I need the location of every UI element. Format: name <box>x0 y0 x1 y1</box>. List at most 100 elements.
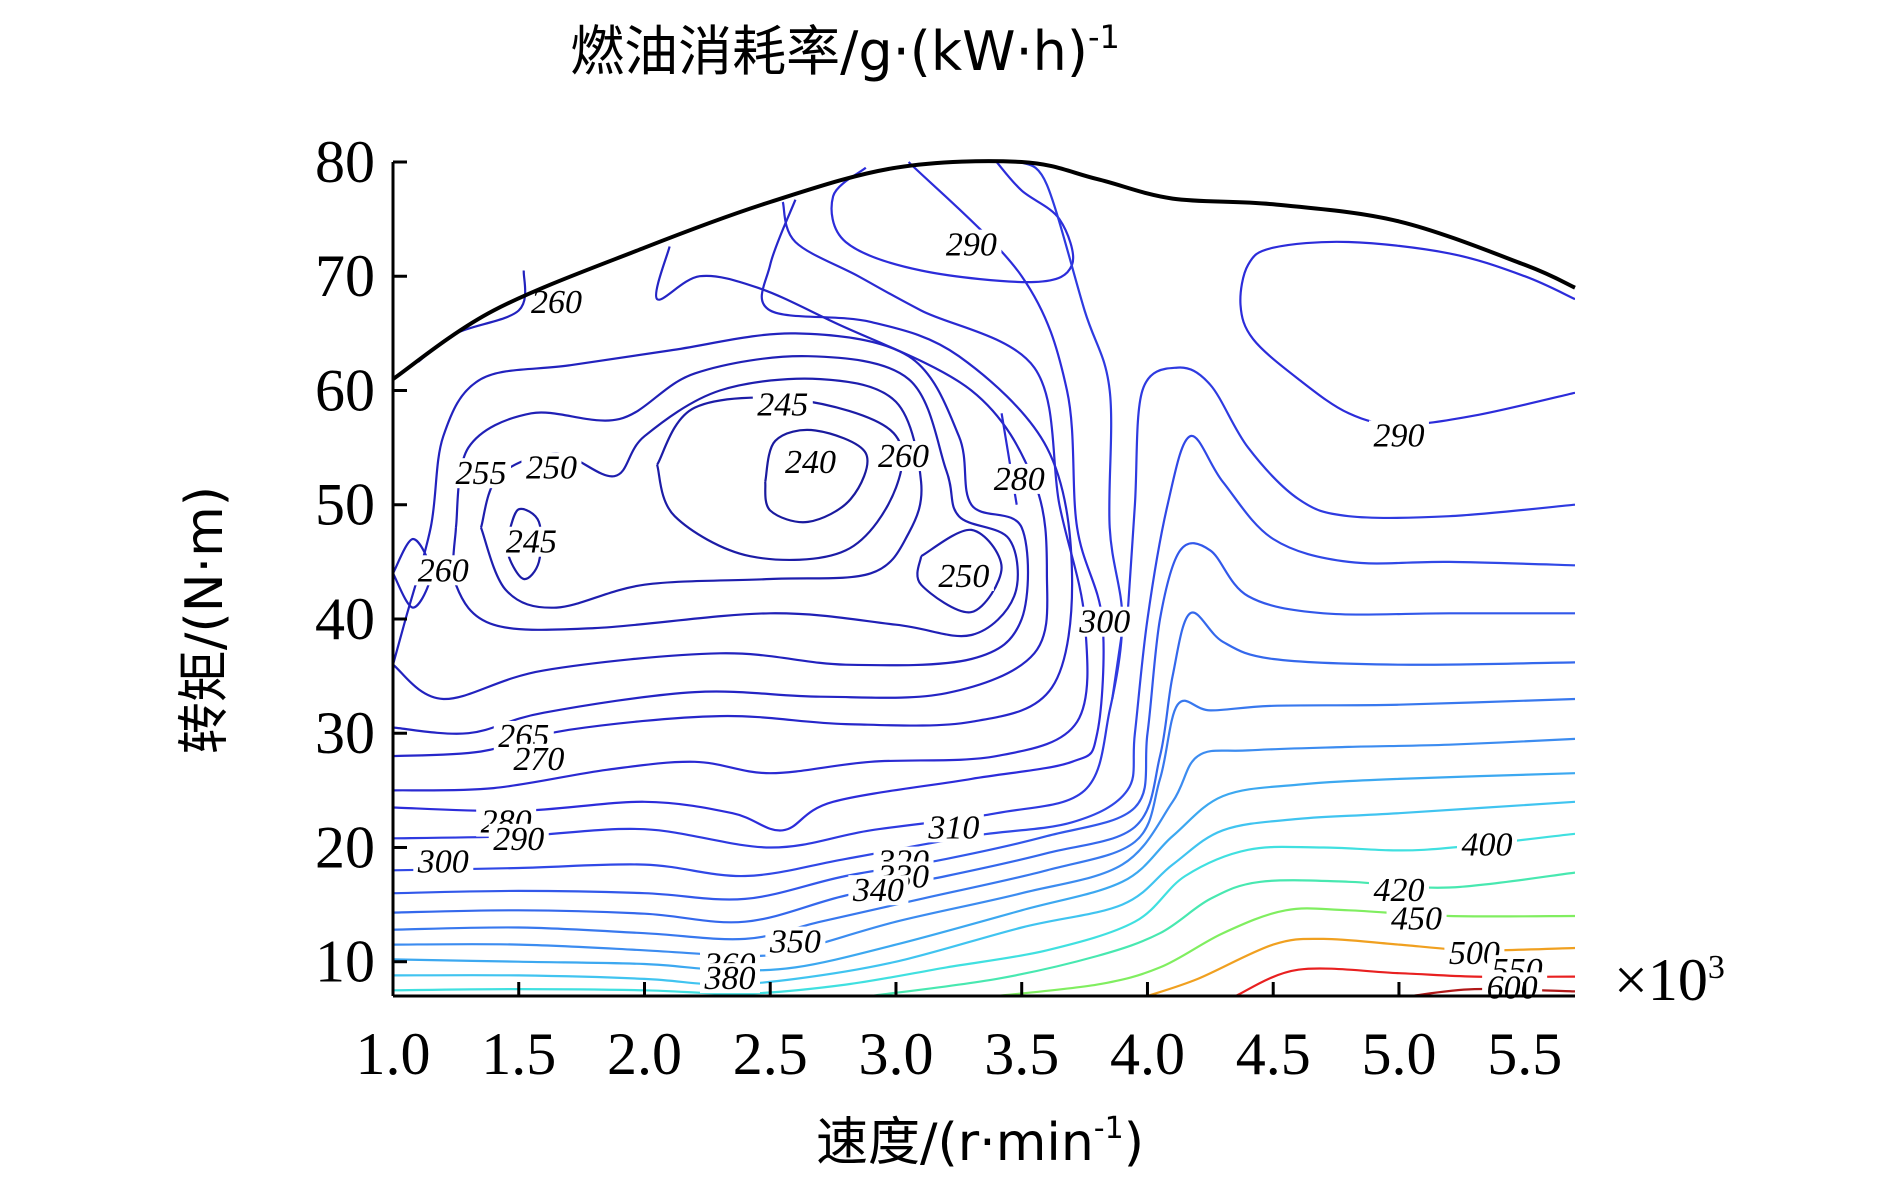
y-tick-label: 50 <box>315 472 375 538</box>
contour-line-340 <box>393 697 1575 941</box>
contour-lines <box>393 161 1575 996</box>
contour-line-290 <box>393 161 1105 832</box>
contour-line-300 <box>1126 366 1575 620</box>
contour-label-bg <box>1074 606 1135 637</box>
contour-label-bg <box>780 446 841 477</box>
contour-label-250: 250 <box>526 449 577 486</box>
contour-label-300: 300 <box>1078 604 1130 641</box>
contour-label-310: 310 <box>927 809 979 846</box>
contour-label-300: 300 <box>417 844 469 881</box>
x-tick-label: 4.5 <box>1236 1021 1311 1087</box>
y-tick-label: 20 <box>315 814 375 880</box>
max-torque-line <box>391 159 1576 381</box>
contour-line-240 <box>764 428 869 524</box>
x-tick-label: 4.0 <box>1110 1021 1185 1087</box>
contour-label-bg <box>521 452 582 483</box>
contour-line-400 <box>393 832 1575 995</box>
contour-line-245 <box>656 396 904 562</box>
contour-label-bg <box>413 846 474 877</box>
y-axis-label: 转矩/(N·m) <box>175 486 235 754</box>
contour-label-350: 350 <box>769 924 821 961</box>
contour-line-260 <box>393 332 1030 701</box>
x-tick-label: 2.0 <box>607 1021 682 1087</box>
x-axis-ticks: 1.0 1.5 2.0 2.5 3.0 3.5 4.0 4.5 5.0 5.5 <box>356 982 1562 1087</box>
axes <box>391 162 1575 998</box>
contour-label-400: 400 <box>1461 826 1512 863</box>
contour-line-255 <box>452 355 1019 638</box>
contour-label-bg <box>989 463 1050 494</box>
y-tick-label: 40 <box>315 586 375 652</box>
x-tick-label: 1.5 <box>481 1021 556 1087</box>
contour-line-300 <box>393 161 1124 849</box>
svg-text:转矩/(N·m): 转矩/(N·m) <box>175 486 235 754</box>
contour-label-600: 600 <box>1487 969 1538 1006</box>
contour-label-bg <box>1456 829 1517 860</box>
x-tick-label: 2.5 <box>733 1021 808 1087</box>
contour-label-245: 245 <box>757 387 808 424</box>
x-axis-label: 速度/(r·min-1) <box>816 1111 1144 1173</box>
contour-line-350 <box>393 737 1575 958</box>
contour-label-bg <box>933 561 994 591</box>
contour-label-bg <box>765 926 826 957</box>
x-tick-label: 5.0 <box>1361 1021 1436 1087</box>
contour-label-bg <box>873 441 934 472</box>
x-multiplier: ×103 <box>1614 947 1725 1013</box>
contour-line-290 <box>1239 240 1575 426</box>
contour-line-265 <box>393 246 1049 735</box>
contour-label-380: 380 <box>703 960 755 997</box>
max-torque-curve <box>391 159 1576 381</box>
y-axis-ticks: 10 20 30 40 50 60 70 80 <box>315 129 407 995</box>
x-tick-label: 1.0 <box>356 1021 431 1087</box>
contour-line-600 <box>1411 987 1575 996</box>
contour-label-340: 340 <box>852 872 904 909</box>
y-tick-label: 60 <box>315 357 375 423</box>
contour-line-290 <box>830 161 1075 284</box>
contour-line-250 <box>916 528 1003 614</box>
contour-label-450: 450 <box>1391 901 1442 938</box>
contour-line-280 <box>393 201 1089 792</box>
contour-label-290: 290 <box>946 227 997 264</box>
y-tick-label: 80 <box>315 129 375 195</box>
contour-label-270: 270 <box>513 741 564 778</box>
y-tick-label: 30 <box>315 700 375 766</box>
contour-line-360 <box>393 772 1575 972</box>
contour-line-320 <box>393 542 1575 901</box>
contour-label-bg <box>848 875 909 906</box>
contour-label-290: 290 <box>493 821 544 858</box>
contour-label-bg <box>941 229 1002 260</box>
contour-label-bg <box>752 389 813 420</box>
contour-label-290: 290 <box>1373 417 1424 454</box>
contour-line-330 <box>393 611 1575 924</box>
contour-label-bg <box>488 823 549 854</box>
contour-label-bg <box>508 743 569 774</box>
contour-label-bg <box>451 458 512 489</box>
contour-label-245: 245 <box>506 524 557 561</box>
contour-line-420 <box>870 871 1575 996</box>
contour-label-bg <box>1386 903 1447 934</box>
contour-label-255: 255 <box>456 455 507 492</box>
x-tick-label: 3.5 <box>984 1021 1059 1087</box>
contour-label-bg <box>923 812 984 843</box>
contour-labels: 2402452452502502552602602602652702802802… <box>413 227 1548 1006</box>
contour-label-240: 240 <box>785 444 836 481</box>
chart-title: 燃油消耗率/g·(kW·h)-1 <box>570 18 1120 83</box>
contour-label-bg <box>413 555 474 586</box>
contour-label-260: 260 <box>878 438 929 475</box>
x-tick-label: 3.0 <box>858 1021 933 1087</box>
y-tick-label: 10 <box>315 929 375 995</box>
contour-line-450 <box>996 907 1575 996</box>
y-tick-label: 70 <box>315 243 375 309</box>
contour-label-260: 260 <box>418 552 469 589</box>
x-tick-label: 5.5 <box>1487 1021 1562 1087</box>
contour-label-250: 250 <box>938 558 989 595</box>
contour-line-270 <box>393 199 1074 758</box>
contour-label-280: 280 <box>994 461 1045 498</box>
contour-label-bg <box>1368 875 1429 906</box>
contour-label-bg <box>699 963 760 994</box>
contour-label-bg <box>501 526 562 557</box>
contour-label-bg <box>1368 420 1429 451</box>
contour-label-420: 420 <box>1373 872 1424 909</box>
contour-line-300 <box>1111 630 1124 700</box>
contour-line-380 <box>393 800 1575 986</box>
